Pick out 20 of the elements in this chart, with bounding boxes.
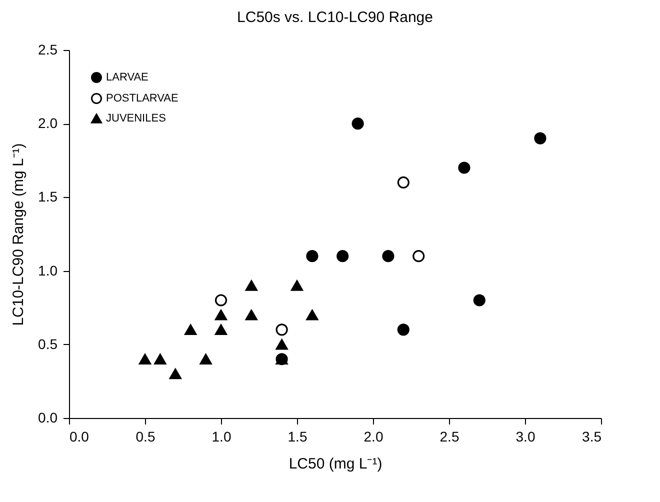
y-tick-label: 0.0 (38, 410, 58, 426)
x-tick-label: 1.0 (212, 428, 232, 444)
x-tick-label: 0.0 (70, 428, 90, 444)
y-tick-label: 1.5 (38, 188, 58, 205)
y-tick-label: 0.5 (38, 336, 58, 352)
legend-label: POSTLARVAE (106, 92, 178, 104)
x-tick-label: 1.5 (288, 428, 308, 444)
y-tick-label: 2.0 (38, 115, 58, 132)
x-tick-label: 3.5 (582, 428, 602, 444)
x-tick-label: 2.0 (364, 428, 384, 444)
x-tick-label: 0.5 (136, 428, 156, 444)
legend-label: JUVENILES (106, 112, 166, 124)
x-axis-title: LC50 (mg L⁻¹) (288, 456, 382, 472)
y-axis-title: LC10-LC90 Range (mg L⁻¹) (10, 143, 28, 326)
y-tick-label: 2.5 (38, 42, 58, 58)
y-tick-label: 1.0 (38, 262, 58, 278)
legend-label: LARVAE (106, 72, 148, 84)
x-tick-label: 2.5 (440, 428, 460, 444)
chart-title: LC50s vs. LC10-LC90 Range (237, 9, 433, 26)
x-tick-label: 3.0 (516, 428, 536, 444)
